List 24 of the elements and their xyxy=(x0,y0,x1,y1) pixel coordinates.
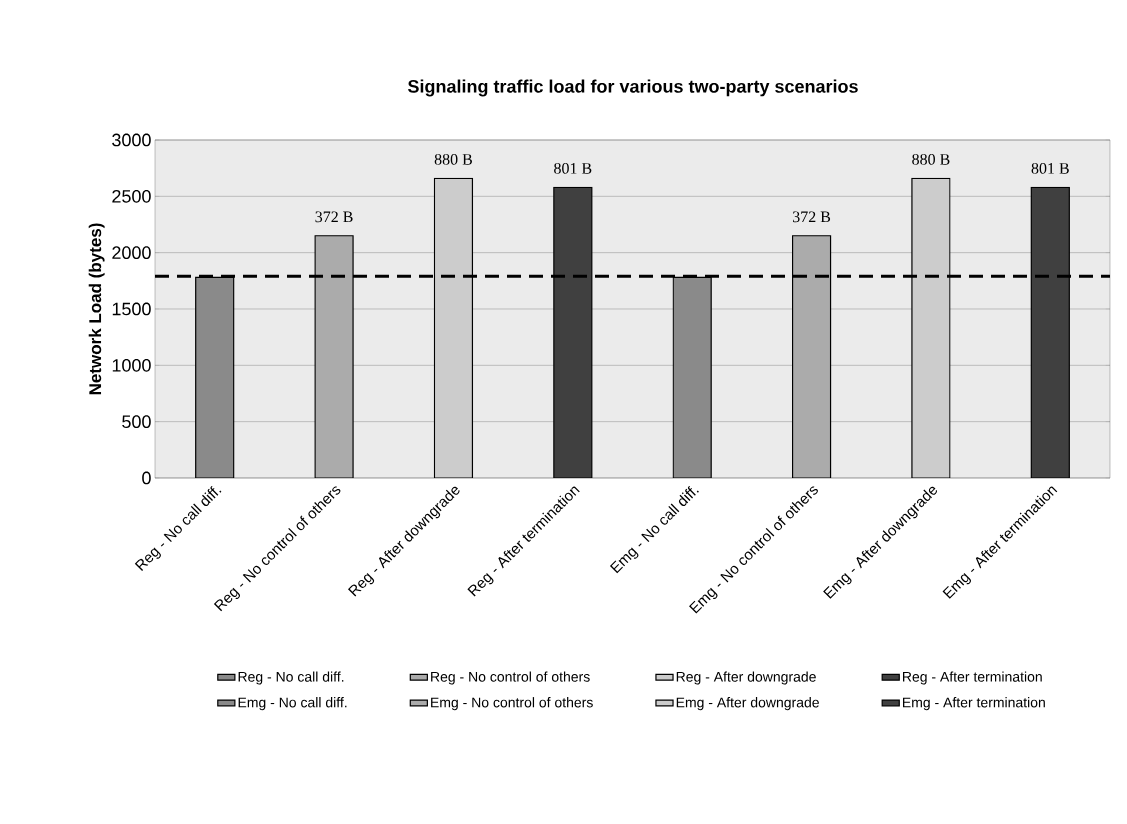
chart-title: Signaling traffic load for various two-party scenarios xyxy=(407,79,858,97)
y-tick-label: 3000 xyxy=(112,133,151,147)
legend-label: Emg - No call diff. xyxy=(238,697,347,711)
annotation: 801 B xyxy=(554,162,592,174)
y-tick-label: 2500 xyxy=(112,189,151,203)
y-tick-label: 500 xyxy=(122,415,151,429)
annotation: 801 B xyxy=(1031,162,1069,174)
legend-label: Emg - After termination xyxy=(903,697,1045,711)
legend-label: Reg - No control of others xyxy=(431,671,590,685)
legend-label: Reg - No call diff. xyxy=(238,671,344,685)
y-tick-label: 1000 xyxy=(112,358,151,372)
annotation: 372 B xyxy=(315,211,353,223)
annotation: 880 B xyxy=(912,153,950,165)
annotation: 880 B xyxy=(434,153,472,165)
legend-label: Emg - No control of others xyxy=(431,697,593,711)
y-tick-label: 1500 xyxy=(112,302,151,316)
y-tick-label: 2000 xyxy=(112,246,151,260)
legend-label: Reg - After termination xyxy=(903,671,1042,685)
annotation: 372 B xyxy=(793,211,831,223)
y-tick-label: 0 xyxy=(142,471,151,485)
legend-label: Reg - After downgrade xyxy=(676,671,816,685)
legend-label: Emg - After downgrade xyxy=(676,697,819,711)
x-tick-label: Reg - No call diff. xyxy=(134,486,222,571)
y-axis-title: Network Load (bytes) xyxy=(88,223,105,395)
